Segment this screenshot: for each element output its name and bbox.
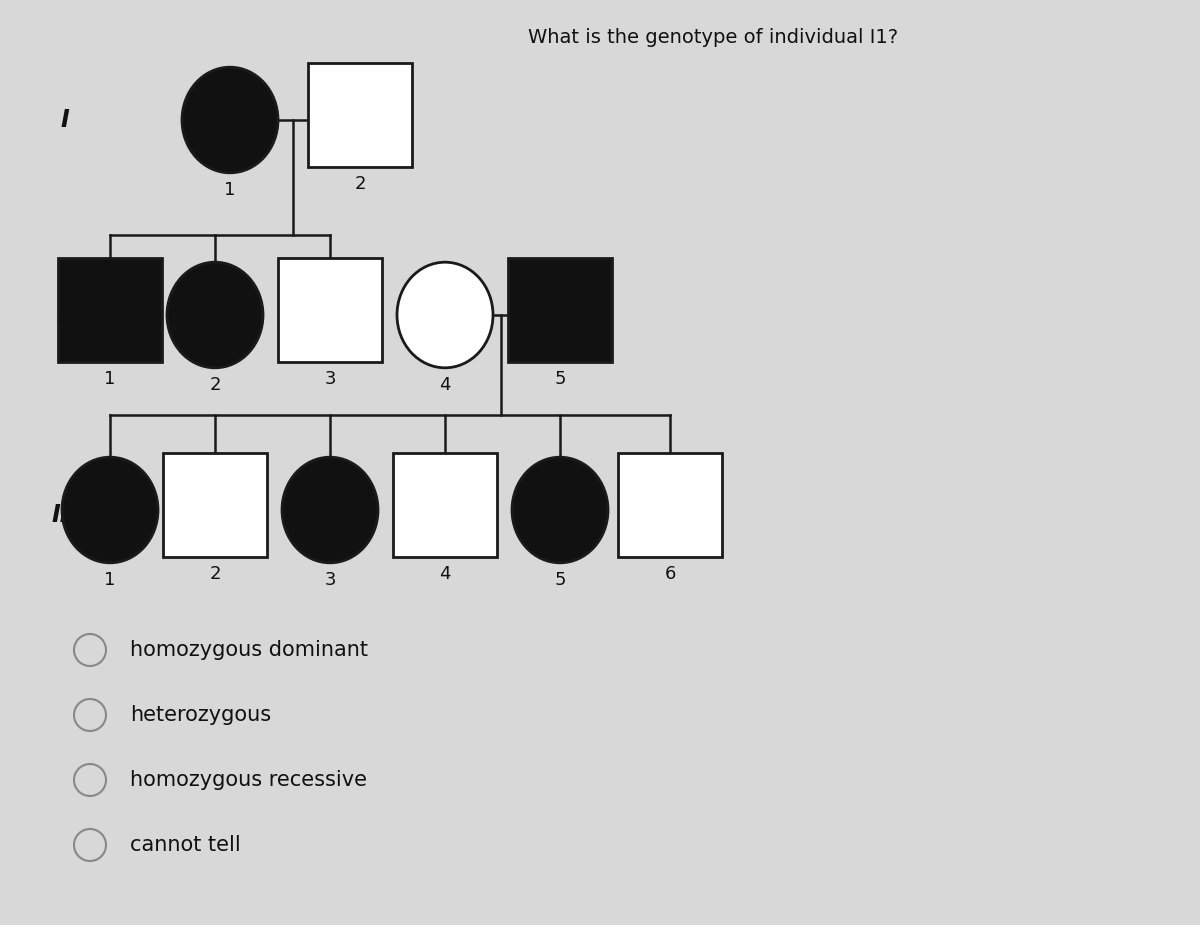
Bar <box>618 453 722 557</box>
Bar <box>163 453 266 557</box>
Ellipse shape <box>167 262 263 368</box>
Text: 5: 5 <box>554 571 565 589</box>
Bar <box>308 63 412 167</box>
Ellipse shape <box>512 457 608 562</box>
Bar <box>394 453 497 557</box>
Circle shape <box>74 634 106 666</box>
Circle shape <box>74 699 106 731</box>
Bar <box>278 258 382 362</box>
Text: I: I <box>61 108 70 132</box>
Ellipse shape <box>182 68 278 173</box>
Text: heterozygous: heterozygous <box>130 705 271 725</box>
Text: cannot tell: cannot tell <box>130 835 241 855</box>
Text: III: III <box>52 503 78 527</box>
Text: 1: 1 <box>104 370 115 388</box>
Text: II: II <box>56 303 73 327</box>
Circle shape <box>74 764 106 796</box>
Text: What is the genotype of individual I1?: What is the genotype of individual I1? <box>528 28 898 47</box>
Bar <box>58 258 162 362</box>
Text: 3: 3 <box>324 370 336 388</box>
Text: 2: 2 <box>209 565 221 583</box>
Text: 4: 4 <box>439 565 451 583</box>
Text: 5: 5 <box>554 370 565 388</box>
Ellipse shape <box>282 457 378 562</box>
Text: homozygous recessive: homozygous recessive <box>130 770 367 790</box>
Text: 3: 3 <box>324 571 336 589</box>
Text: 4: 4 <box>439 376 451 394</box>
Circle shape <box>74 829 106 861</box>
Text: 2: 2 <box>209 376 221 394</box>
Text: 2: 2 <box>354 175 366 193</box>
Text: 1: 1 <box>104 571 115 589</box>
Ellipse shape <box>62 457 158 562</box>
Text: homozygous dominant: homozygous dominant <box>130 640 368 660</box>
Ellipse shape <box>397 262 493 368</box>
Text: 1: 1 <box>224 180 235 199</box>
Text: 6: 6 <box>665 565 676 583</box>
Bar <box>508 258 612 362</box>
